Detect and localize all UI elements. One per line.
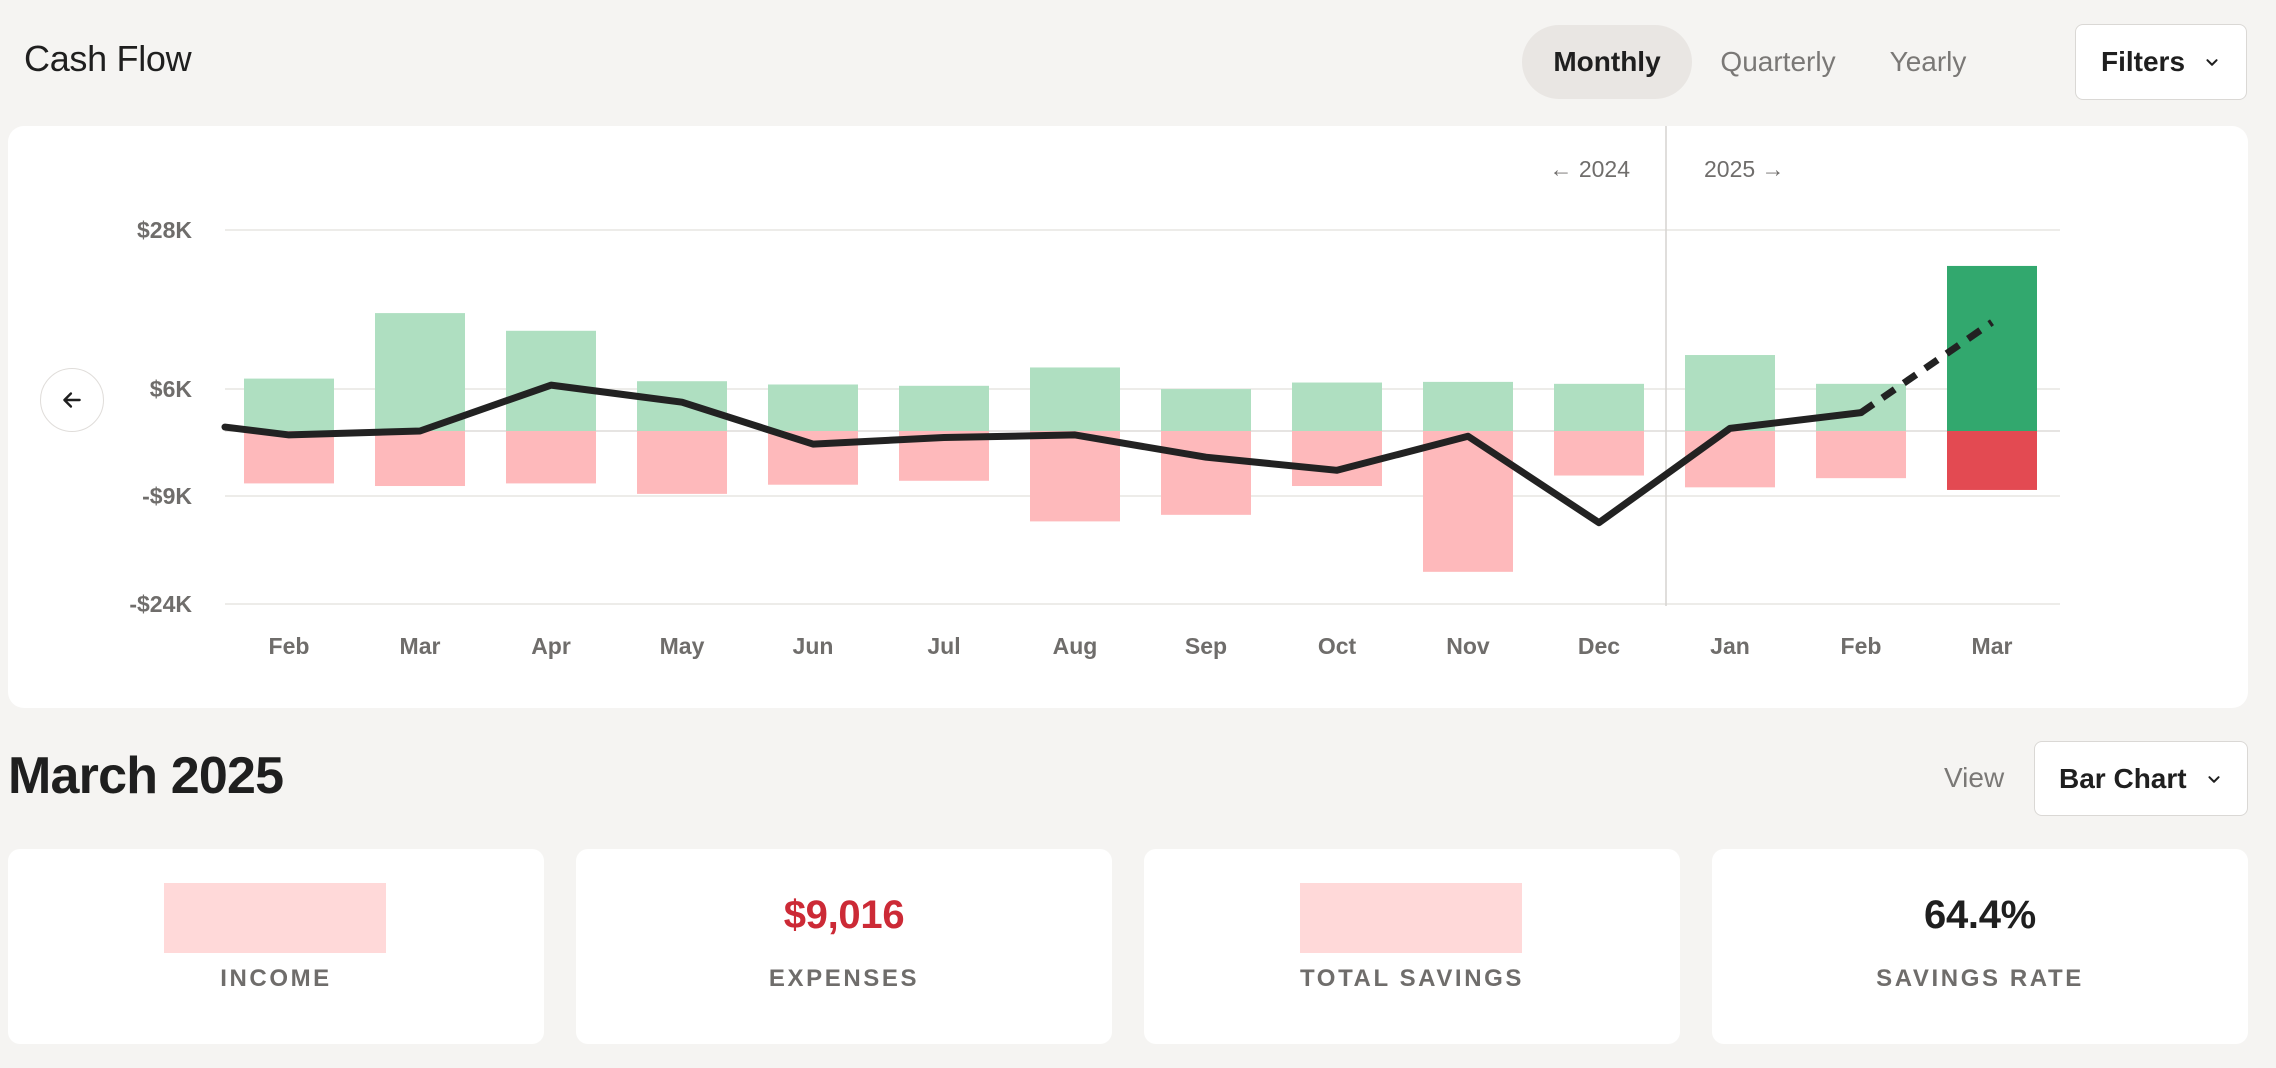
income-bar xyxy=(1423,381,1513,431)
expense-bar xyxy=(637,431,727,494)
filters-label: Filters xyxy=(2101,46,2186,77)
stat-card-total-savings: TOTAL SAVINGS xyxy=(1144,849,1680,1044)
income-bar xyxy=(506,330,596,431)
expense-bar xyxy=(1554,431,1644,476)
tab-quarterly[interactable]: Quarterly xyxy=(1720,46,1836,77)
view-label: View xyxy=(1944,762,2005,793)
expense-bar xyxy=(1947,431,2037,490)
x-axis-tick-label: Dec xyxy=(1578,633,1620,659)
x-axis-tick-label: Aug xyxy=(1053,633,1098,659)
expense-bar xyxy=(1030,431,1120,522)
year-label-2024: ← 2024 xyxy=(1549,156,1630,182)
stat-value: $9,016 xyxy=(783,893,905,937)
income-bar xyxy=(1554,383,1644,431)
expense-bar xyxy=(1423,431,1513,572)
income-bar xyxy=(899,385,989,431)
income-bar xyxy=(1947,265,2037,431)
income-bar xyxy=(244,378,334,431)
page-title: Cash Flow xyxy=(24,38,192,79)
expense-bar xyxy=(1292,431,1382,487)
x-axis-tick-label: Jun xyxy=(793,633,834,659)
stat-label: TOTAL SAVINGS xyxy=(1299,965,1525,992)
expense-bar xyxy=(506,431,596,484)
x-axis-tick-label: Feb xyxy=(269,633,310,659)
tab-yearly[interactable]: Yearly xyxy=(1889,46,1967,77)
x-axis-tick-label: May xyxy=(660,633,705,659)
view-select-value: Bar Chart xyxy=(2059,762,2187,794)
redacted-value xyxy=(164,883,386,953)
income-bar xyxy=(375,313,465,431)
stat-label: EXPENSES xyxy=(768,965,920,992)
expense-bar xyxy=(244,431,334,484)
arrow-left-icon xyxy=(63,392,81,408)
x-axis-tick-label: Apr xyxy=(531,633,571,659)
y-axis-tick-label: $6K xyxy=(150,376,193,402)
income-bar xyxy=(1292,382,1382,431)
stat-label: SAVINGS RATE xyxy=(1876,965,2084,992)
x-axis-tick-label: Nov xyxy=(1446,633,1490,659)
expense-bar xyxy=(375,431,465,487)
stat-card-savings-rate: 64.4% SAVINGS RATE xyxy=(1712,849,2248,1044)
net-cash-flow-line xyxy=(221,381,1865,527)
stat-label: INCOME xyxy=(220,965,332,992)
page-header: Cash Flow Monthly Quarterly Yearly Filte… xyxy=(0,0,2276,124)
x-axis-tick-label: Jan xyxy=(1710,633,1750,659)
redacted-value xyxy=(1300,883,1522,953)
x-axis-tick-label: Jul xyxy=(927,633,960,659)
cash-flow-chart: $28K $6K -$9K -$24K ← 2024 2025 → Feb Mar Apr May… xyxy=(129,126,2060,659)
y-axis-tick-label: -$24K xyxy=(129,591,192,617)
income-bar xyxy=(637,381,727,431)
stat-card-expenses: $9,016 EXPENSES xyxy=(576,849,1112,1044)
stat-card-income: INCOME xyxy=(8,849,544,1044)
expense-bar xyxy=(1685,431,1775,488)
income-bar xyxy=(1161,389,1251,431)
income-bar xyxy=(1030,367,1120,431)
expense-bar xyxy=(1816,431,1906,479)
year-label-2025: 2025 → xyxy=(1704,156,1785,182)
tab-monthly[interactable]: Monthly xyxy=(1522,25,1692,99)
x-axis-tick-label: Sep xyxy=(1185,633,1227,659)
summary-title: March 2025 xyxy=(8,747,284,805)
y-axis-tick-label: -$9K xyxy=(142,483,192,509)
projected-net-line xyxy=(1859,319,1994,416)
filters-button[interactable]: Filters xyxy=(2075,24,2247,100)
chevron-down-icon xyxy=(2208,775,2220,783)
cash-flow-chart-card: $28K $6K -$9K -$24K ← 2024 2025 → Feb Mar Apr May… xyxy=(8,126,2248,708)
expense-bar xyxy=(1161,431,1251,515)
chevron-down-icon xyxy=(2206,59,2218,66)
x-axis-tick-label: Mar xyxy=(1972,633,2013,659)
view-select[interactable]: Bar Chart xyxy=(2034,741,2248,816)
x-axis-tick-label: Feb xyxy=(1841,633,1882,659)
y-axis-tick-label: $28K xyxy=(137,217,192,243)
x-axis-tick-label: Mar xyxy=(400,633,441,659)
stat-value: 64.4% xyxy=(1924,893,2036,937)
x-axis-tick-label: Oct xyxy=(1318,633,1357,659)
income-bar xyxy=(768,384,858,431)
chart-back-button[interactable] xyxy=(40,368,104,432)
income-bar xyxy=(1685,355,1775,431)
